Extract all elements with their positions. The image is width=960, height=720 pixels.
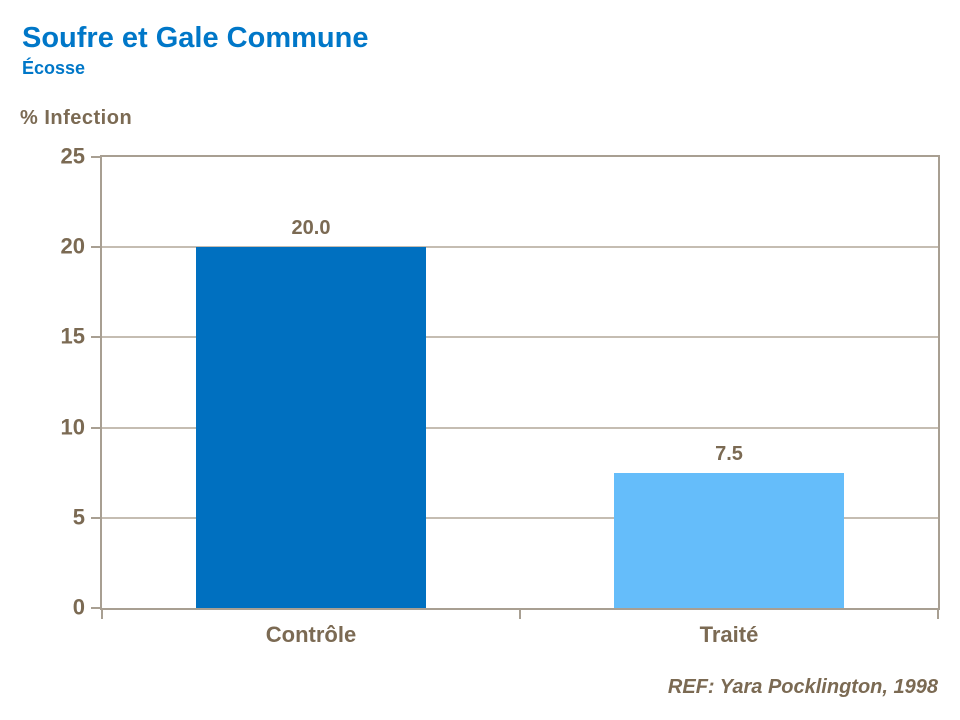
y-axis-tick-label: 0 [72,594,85,620]
gridline [102,516,938,519]
x-tick-mark [937,610,939,619]
y-tick-mark [91,156,100,158]
bar [196,247,426,608]
gridline [102,246,938,249]
y-tick-mark [91,516,100,519]
y-tick-mark [91,426,100,429]
gridline [102,426,938,429]
x-tick-mark [519,610,521,619]
page-subtitle: Écosse [22,58,86,78]
y-axis-title: % Infection [20,107,133,129]
page-title: Soufre et Gale Commune [22,22,369,54]
plot-area: 0 5 10 15 20 25 20.0 Contrôle 7.5 Traité [61,143,940,647]
category-label: Traité [699,622,759,647]
y-tick-mark [91,607,100,609]
bar [614,472,844,608]
gridline [102,336,938,339]
bar-value-label: 20.0 [291,217,331,240]
y-axis-tick-label: 15 [60,323,85,349]
y-axis-tick-label: 25 [60,143,85,169]
x-tick-mark [101,610,103,619]
category-label: Contrôle [265,622,357,647]
y-axis-tick-label: 20 [60,233,85,259]
y-tick-mark [91,246,100,249]
y-tick-mark [91,336,100,339]
y-axis-tick-label: 10 [60,414,85,440]
reference-text: REF: Yara Pocklington, 1998 [667,676,938,698]
bar-value-label: 7.5 [715,442,743,465]
y-axis-tick-label: 5 [72,504,85,530]
